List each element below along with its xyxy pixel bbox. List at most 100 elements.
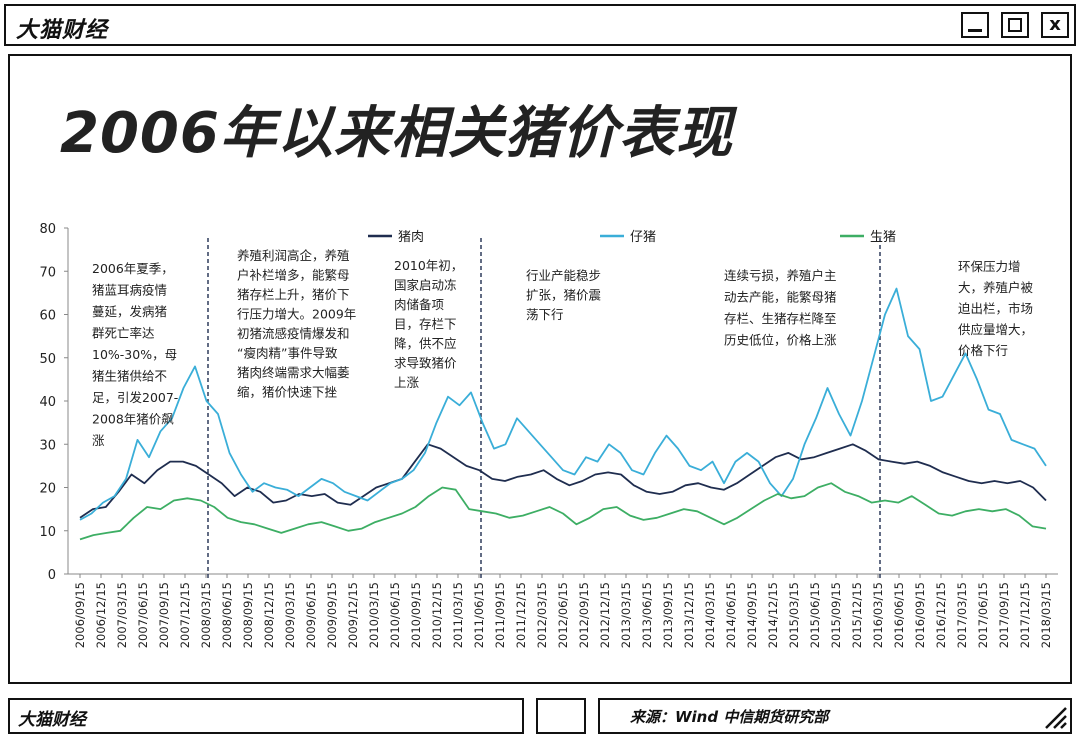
x-tick-label: 2017/06/15 — [976, 582, 990, 648]
legend-label: 猪肉 — [398, 230, 424, 245]
x-tick-label: 2016/12/15 — [934, 582, 948, 648]
annotation-text: 2006年夏季， — [92, 261, 174, 276]
close-button[interactable]: x — [1041, 12, 1069, 38]
annotation-text: 目，存栏下 — [394, 317, 457, 332]
x-tick-label: 2009/09/15 — [325, 582, 339, 648]
y-tick-label: 30 — [39, 438, 56, 453]
footer-brand: 大猫财经 — [18, 710, 86, 730]
annotation-text: 蔓延，发病猪 — [92, 304, 167, 319]
x-tick-label: 2008/06/15 — [220, 582, 234, 648]
x-tick-label: 2016/03/15 — [871, 582, 885, 648]
x-tick-label: 2007/09/15 — [157, 582, 171, 648]
x-tick-label: 2013/12/15 — [682, 582, 696, 648]
y-tick-label: 20 — [39, 482, 56, 497]
annotation-text: 扩张，猪价震 — [526, 288, 602, 303]
x-tick-label: 2011/12/15 — [514, 582, 528, 648]
x-tick-label: 2015/06/15 — [808, 582, 822, 648]
x-tick-label: 2017/12/15 — [1018, 582, 1032, 648]
minimize-button[interactable] — [961, 12, 989, 38]
legend-label: 生猪 — [870, 230, 896, 245]
annotation-text: 猪蓝耳病疫情 — [92, 283, 167, 298]
annotation-text: 群死亡率达 — [92, 326, 155, 341]
x-tick-label: 2014/06/15 — [724, 582, 738, 648]
x-tick-label: 2010/09/15 — [409, 582, 423, 648]
annotation-text: 养殖利润高企，养殖 — [237, 248, 350, 263]
y-tick-label: 0 — [48, 568, 56, 583]
series-line-0 — [79, 443, 1047, 519]
resize-grip-icon[interactable] — [1042, 704, 1068, 730]
series-line-1 — [79, 287, 1047, 521]
x-tick-label: 2012/03/15 — [535, 582, 549, 648]
annotation-text: 2008年猪价飙 — [92, 412, 174, 427]
x-tick-label: 2011/09/15 — [493, 582, 507, 648]
x-tick-label: 2011/03/15 — [451, 582, 465, 648]
y-tick-label: 70 — [39, 265, 56, 280]
annotation-text: 缩，猪价快速下挫 — [237, 385, 338, 400]
legend-label: 仔猪 — [630, 230, 656, 245]
content-panel — [8, 54, 1072, 684]
x-tick-label: 2012/06/15 — [556, 582, 570, 648]
annotation-text: 2010年初， — [394, 258, 463, 273]
x-tick-label: 2017/09/15 — [997, 582, 1011, 648]
page-title: 2006年以来相关猪价表现 — [60, 101, 733, 166]
annotation-text: 存栏、生猪存栏降至 — [724, 311, 837, 326]
series-line-2 — [79, 482, 1047, 541]
annotation-text: 行业产能稳步 — [526, 268, 601, 283]
x-tick-label: 2016/09/15 — [913, 582, 927, 648]
annotation-text: 10%-30%，母 — [92, 347, 177, 362]
annotation-text: 户补栏增多，能繁母 — [237, 268, 350, 283]
x-tick-label: 2016/06/15 — [892, 582, 906, 648]
x-tick-label: 2011/06/15 — [472, 582, 486, 648]
annotation-text: 初猪流感疫情爆发和 — [237, 326, 350, 341]
annotation-text: 行压力增大。2009年 — [237, 307, 356, 322]
annotation-text: 价格下行 — [958, 343, 1008, 358]
annotation-text: 历史低位，价格上涨 — [724, 333, 837, 348]
footer-source-box: 来源：Wind 中信期货研究部 — [598, 698, 1072, 734]
source-note: 来源：Wind 中信期货研究部 — [630, 708, 829, 726]
x-tick-label: 2013/03/15 — [619, 582, 633, 648]
window-title-bar: 大猫财经 x — [4, 4, 1076, 46]
annotation-text: 猪肉终端需求大幅萎 — [237, 365, 350, 380]
annotation-text: 上涨 — [394, 375, 420, 390]
x-tick-label: 2010/06/15 — [388, 582, 402, 648]
x-tick-label: 2015/09/15 — [829, 582, 843, 648]
annotation-text: 猪生猪供给不 — [92, 369, 167, 384]
y-tick-label: 10 — [39, 525, 56, 540]
x-tick-label: 2015/03/15 — [787, 582, 801, 648]
x-tick-label: 2008/12/15 — [262, 582, 276, 648]
y-tick-label: 50 — [39, 352, 56, 367]
annotation-text: 肉储备项 — [394, 297, 444, 312]
x-tick-label: 2009/03/15 — [283, 582, 297, 648]
y-tick-label: 60 — [39, 309, 56, 324]
annotation-text: 荡下行 — [526, 307, 564, 322]
x-tick-label: 2006/12/15 — [94, 582, 108, 648]
maximize-button[interactable] — [1001, 12, 1029, 38]
x-tick-label: 2007/06/15 — [136, 582, 150, 648]
x-tick-label: 2012/12/15 — [598, 582, 612, 648]
x-tick-label: 2008/03/15 — [199, 582, 213, 648]
annotation-text: 供应量增大， — [958, 322, 1033, 337]
x-tick-label: 2014/12/15 — [766, 582, 780, 648]
x-tick-label: 2009/06/15 — [304, 582, 318, 648]
annotation-text: “瘦肉精”事件导致 — [237, 346, 338, 361]
y-tick-label: 40 — [39, 395, 56, 410]
price-chart: 0 10 20 30 40 50 60 70 80 2006/09/15 2006/12/15 200… — [39, 222, 1058, 648]
x-tick-label: 2006/09/15 — [73, 582, 87, 648]
x-tick-label: 2010/03/15 — [367, 582, 381, 648]
annotation-text: 求导致猪价 — [394, 356, 457, 371]
x-tick-label: 2018/03/15 — [1039, 582, 1053, 648]
x-tick-label: 2014/03/15 — [703, 582, 717, 648]
x-tick-label: 2015/12/15 — [850, 582, 864, 648]
annotation-text: 足，引发2007- — [92, 390, 178, 405]
footer-brand-box: 大猫财经 — [8, 698, 524, 734]
annotation-text: 动去产能，能繁母猪 — [724, 290, 837, 305]
annotation-text: 降，供不应 — [394, 336, 457, 351]
annotation-text: 大，养殖户被 — [958, 280, 1034, 295]
annotation-text: 涨 — [92, 433, 105, 448]
y-tick-label: 80 — [39, 222, 56, 237]
footer-empty-box — [536, 698, 586, 734]
x-tick-label: 2012/09/15 — [577, 582, 591, 648]
annotation-text: 猪存栏上升，猪价下 — [237, 287, 350, 302]
brand-title: 大猫财经 — [16, 18, 109, 43]
x-tick-label: 2009/12/15 — [346, 582, 360, 648]
